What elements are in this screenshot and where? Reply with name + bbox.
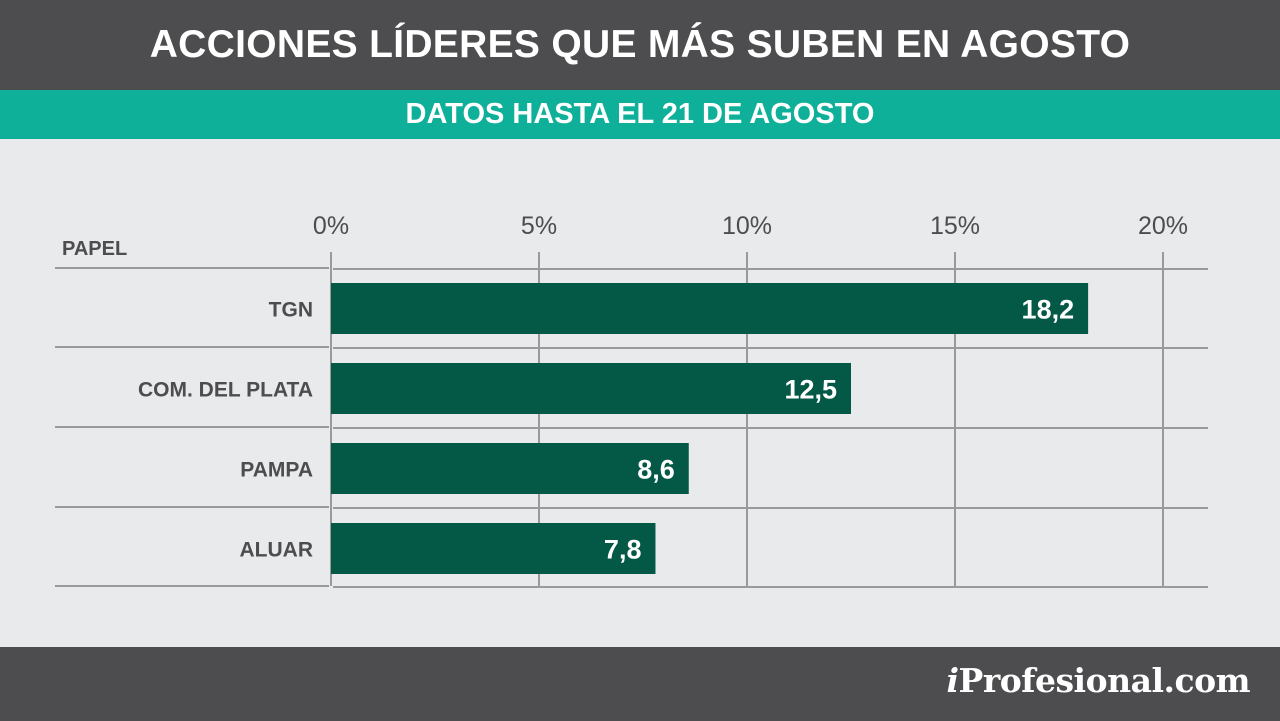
category-label: COM. DEL PLATA: [138, 379, 313, 402]
logo-i: i: [946, 661, 960, 700]
x-tick-label: 10%: [722, 212, 772, 240]
chart-subtitle: DATOS HASTA EL 21 DE AGOSTO: [0, 90, 1280, 139]
data-label: 18,2: [1022, 295, 1075, 325]
x-tick-label: 5%: [521, 212, 557, 240]
category-label: TGN: [269, 299, 313, 322]
x-tick-label: 0%: [313, 212, 349, 240]
bar: [331, 283, 1089, 334]
category-label: ALUAR: [240, 539, 314, 562]
data-label: 7,8: [604, 535, 642, 565]
category-label: PAMPA: [240, 459, 313, 482]
bar: [331, 363, 851, 414]
bar-chart: 0% 5% 10% 15% 20% PAPEL TGN 18,2 COM. DEL PLATA 1…: [55, 212, 1208, 588]
bar: [331, 443, 689, 494]
chart-title: ACCIONES LÍDERES QUE MÁS SUBEN EN AGOSTO: [0, 0, 1280, 90]
iprofesional-logo: iProfesional.com: [947, 661, 1251, 700]
x-tick-label: 20%: [1138, 212, 1188, 240]
chart-area: 0% 5% 10% 15% 20% PAPEL TGN 18,2 COM. DEL PLATA 1…: [0, 139, 1280, 647]
bar: [331, 523, 656, 574]
logo-text: Profesional.com: [958, 661, 1251, 700]
data-label: 12,5: [784, 375, 837, 405]
data-label: 8,6: [637, 455, 675, 485]
x-tick-label: 15%: [930, 212, 980, 240]
footer: iProfesional.com: [0, 647, 1280, 721]
category-header: PAPEL: [62, 238, 127, 260]
